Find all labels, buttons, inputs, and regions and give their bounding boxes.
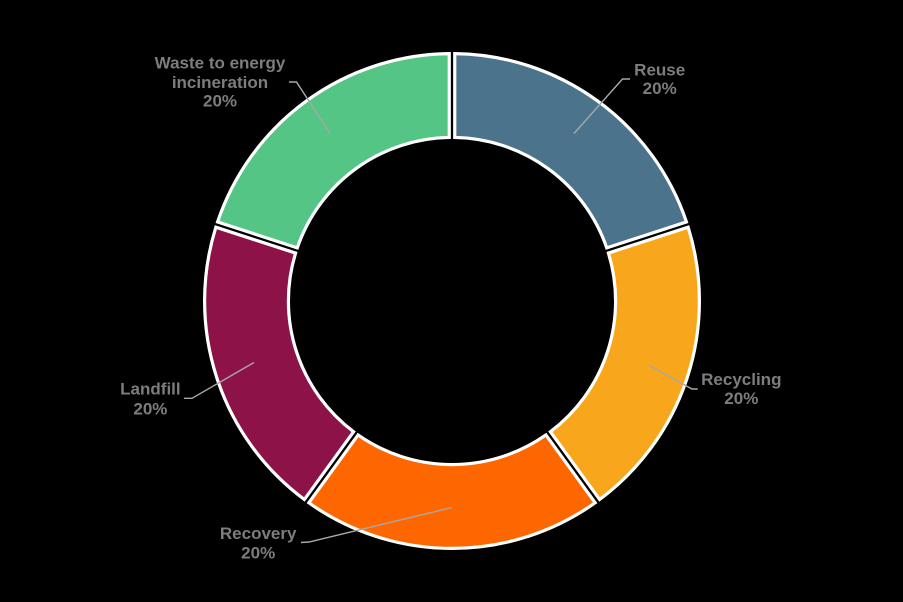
svg-text:20%: 20% — [643, 79, 677, 98]
svg-text:20%: 20% — [133, 400, 167, 419]
svg-text:Landfill: Landfill — [120, 379, 180, 398]
svg-text:Waste to energy: Waste to energy — [155, 53, 286, 72]
svg-text:20%: 20% — [724, 389, 758, 408]
svg-text:Recovery: Recovery — [220, 524, 297, 543]
svg-text:Recycling: Recycling — [701, 370, 781, 389]
svg-text:20%: 20% — [203, 92, 237, 111]
svg-text:Reuse: Reuse — [634, 60, 685, 79]
svg-text:incineration: incineration — [172, 73, 268, 92]
svg-text:20%: 20% — [241, 543, 275, 562]
